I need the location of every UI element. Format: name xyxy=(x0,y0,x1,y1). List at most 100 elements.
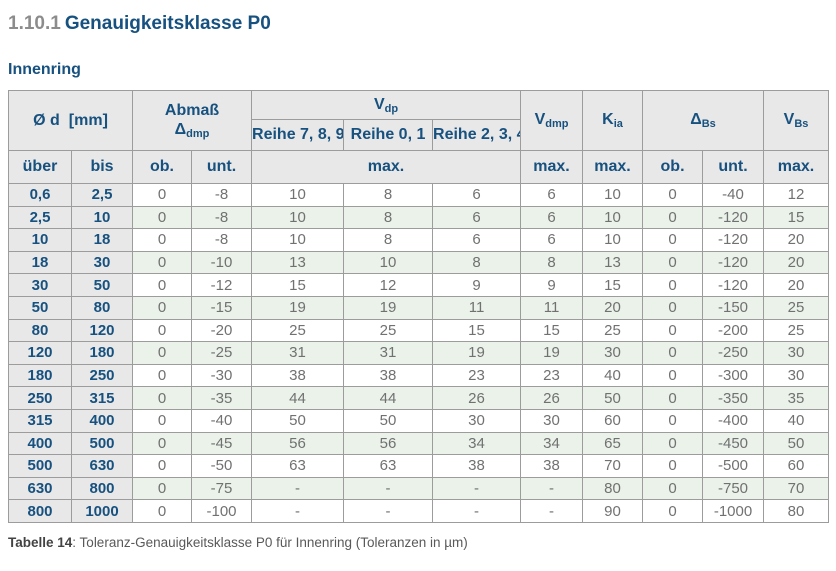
cell-bis: 10 xyxy=(71,205,133,230)
table-row: 2,5 10 0 -8 10 8 6 6 10 0 -120 15 xyxy=(8,205,830,230)
table-cell: 0 xyxy=(132,250,192,275)
table-cell: 34 xyxy=(520,431,584,456)
table-cell: 30 xyxy=(763,363,830,388)
table-cell: 12 xyxy=(343,273,434,297)
table-cell: -500 xyxy=(702,454,765,478)
table-cell: 0 xyxy=(642,273,704,297)
table-cell: 20 xyxy=(582,295,644,320)
table-cell: 0 xyxy=(132,408,192,433)
cell-bis: 30 xyxy=(71,250,133,275)
table-row: 0,6 2,5 0 -8 10 8 6 6 10 0 -40 12 xyxy=(8,183,830,207)
table-cell: -400 xyxy=(702,408,765,433)
table-cell: -300 xyxy=(702,363,765,388)
kia-base: K xyxy=(602,111,614,128)
table-cell: 25 xyxy=(582,318,644,343)
table-row: 18 30 0 -10 13 10 8 8 13 0 -120 20 xyxy=(8,250,830,275)
cell-bis: 80 xyxy=(71,295,133,320)
header-ob-2: ob. xyxy=(642,150,704,184)
table-cell: 9 xyxy=(520,273,584,297)
table-cell: 8 xyxy=(432,250,522,275)
table-cell: 8 xyxy=(343,183,434,207)
table-cell: -50 xyxy=(190,454,253,478)
table-cell: -200 xyxy=(702,318,765,343)
table-cell: -150 xyxy=(702,295,765,320)
table-cell: 0 xyxy=(642,250,704,275)
vdmp-subscript: dmp xyxy=(545,118,569,130)
table-row: 400 500 0 -45 56 56 34 34 65 0 -450 50 xyxy=(8,431,830,456)
table-cell: 8 xyxy=(343,205,434,230)
table-cell: - xyxy=(520,476,584,501)
dbs-base: Δ xyxy=(690,111,702,128)
table-cell: 50 xyxy=(251,408,345,433)
header-d-range: Ø d [mm] xyxy=(8,90,133,151)
table-cell: -10 xyxy=(190,250,253,275)
cell-ueber: 18 xyxy=(8,250,72,275)
table-cell: 13 xyxy=(582,250,644,275)
table-cell: 50 xyxy=(763,431,830,456)
table-row: 315 400 0 -40 50 50 30 30 60 0 -400 40 xyxy=(8,408,830,433)
header-max-vbs: max. xyxy=(763,150,830,184)
cell-bis: 2,5 xyxy=(71,183,133,207)
table-row: 800 1000 0 -100- - - -90 0 -1000 80 xyxy=(8,499,830,523)
header-d-unit: [mm] xyxy=(68,111,108,129)
table-cell: - xyxy=(251,499,345,523)
table-cell: 15 xyxy=(582,273,644,297)
table-cell: -100 xyxy=(190,499,253,523)
table-cell: - xyxy=(343,499,434,523)
vbs-subscript: Bs xyxy=(794,118,809,130)
table-cell: 15 xyxy=(520,318,584,343)
table-cell: 50 xyxy=(582,386,644,410)
table-row: 500 630 0 -50 63 63 38 38 70 0 -500 60 xyxy=(8,454,830,478)
table-cell: -1000 xyxy=(702,499,765,523)
table-cell: 0 xyxy=(642,454,704,478)
table-cell: 20 xyxy=(763,273,830,297)
table-cell: 0 xyxy=(642,318,704,343)
table-cell: 23 xyxy=(432,363,522,388)
table-cell: 0 xyxy=(642,228,704,252)
table-cell: 30 xyxy=(763,341,830,365)
table-cell: -120 xyxy=(702,273,765,297)
table-cell: 15 xyxy=(432,318,522,343)
table-cell: -250 xyxy=(702,341,765,365)
cell-bis: 180 xyxy=(71,341,133,365)
table-cell: -35 xyxy=(190,386,253,410)
table-row: 30 50 0 -12 15 12 9 9 15 0 -120 20 xyxy=(8,273,830,297)
table-cell: 50 xyxy=(343,408,434,433)
table-cell: 10 xyxy=(582,183,644,207)
table-row: 250 315 0 -35 44 44 26 26 50 0 -350 35 xyxy=(8,386,830,410)
table-subtitle: Innenring xyxy=(8,61,81,78)
table-cell: 60 xyxy=(763,454,830,478)
table-cell: 56 xyxy=(343,431,434,456)
table-cell: -8 xyxy=(190,228,253,252)
table-cell: 0 xyxy=(132,205,192,230)
table-cell: -12 xyxy=(190,273,253,297)
table-cell: 25 xyxy=(763,318,830,343)
table-cell: 0 xyxy=(642,408,704,433)
table-cell: 0 xyxy=(132,295,192,320)
table-cell: 31 xyxy=(251,341,345,365)
table-cell: 70 xyxy=(763,476,830,501)
table-cell: 44 xyxy=(343,386,434,410)
section-name: Genauigkeitsklasse P0 xyxy=(64,13,271,34)
table-cell: 0 xyxy=(132,454,192,478)
cell-bis: 400 xyxy=(71,408,133,433)
table-cell: 0 xyxy=(132,499,192,523)
table-cell: 0 xyxy=(132,228,192,252)
table-cell: 6 xyxy=(432,228,522,252)
table-cell: 34 xyxy=(432,431,522,456)
header-max-kia: max. xyxy=(582,150,644,184)
table-cell: 15 xyxy=(763,205,830,230)
table-cell: 23 xyxy=(520,363,584,388)
delta-symbol: Δ xyxy=(174,120,187,138)
table-cell: 0 xyxy=(642,205,704,230)
table-row: 10 18 0 -8 10 8 6 6 10 0 -120 20 xyxy=(8,228,830,252)
header-reihe-234: Reihe 2, 3, 4 xyxy=(432,119,522,151)
cell-ueber: 2,5 xyxy=(8,205,72,230)
header-vbs: VBs xyxy=(763,90,830,151)
table-cell: -120 xyxy=(702,205,765,230)
table-cell: 13 xyxy=(251,250,345,275)
header-reihe-789: Reihe 7, 8, 9 xyxy=(251,119,345,151)
table-cell: 0 xyxy=(132,341,192,365)
table-cell: 0 xyxy=(132,363,192,388)
table-cell: 11 xyxy=(432,295,522,320)
